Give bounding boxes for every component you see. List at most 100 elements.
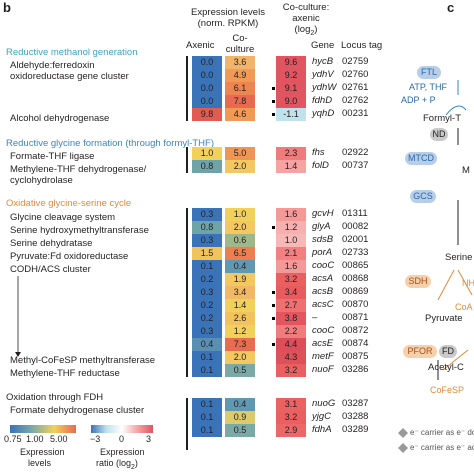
gene-name: folD bbox=[312, 160, 329, 171]
gene-name: fdhD bbox=[312, 95, 333, 106]
label-aldehyde-ferredoxin: Aldehyde:ferredoxin oxidoreductase gene … bbox=[10, 60, 129, 82]
coculture-cell: 6.1 bbox=[225, 82, 255, 95]
ratio-cell: 2.7 bbox=[276, 299, 306, 312]
coculture-cell: 3.6 bbox=[225, 56, 255, 69]
formyl-thf-text: Formyl-T bbox=[423, 113, 461, 124]
m-text: M bbox=[462, 165, 470, 176]
label-methylene-thf-dehydrogenase: Methylene-THF dehydrogenase/ cyclohydrol… bbox=[10, 164, 146, 186]
panel-label-c: c bbox=[447, 0, 455, 15]
gene-name: ydhV bbox=[312, 69, 334, 80]
ratio-legend-bar bbox=[91, 425, 153, 433]
ratio-cell: 3.2 bbox=[276, 364, 306, 377]
acetyl-coa-text: Acetyl-C bbox=[428, 362, 464, 373]
axenic-cell: 1.5 bbox=[192, 247, 222, 260]
axenic-cell: 0.0 bbox=[192, 56, 222, 69]
coculture-cell: 0.5 bbox=[225, 424, 255, 437]
coculture-cell: 2.0 bbox=[225, 221, 255, 234]
axenic-cell: 0.1 bbox=[192, 398, 222, 411]
gene-name: metF bbox=[312, 351, 334, 362]
ratio-header-sub: 2 bbox=[310, 29, 315, 37]
ratio-legend-title2-sub: 2 bbox=[131, 463, 135, 471]
pfor-enzyme: PFOR bbox=[403, 345, 437, 358]
axenic-cell: 0.1 bbox=[192, 351, 222, 364]
coculture-cell: 2.0 bbox=[225, 160, 255, 173]
locus-tag: 00865 bbox=[342, 260, 369, 271]
mtcd-enzyme: MTCD bbox=[405, 152, 437, 165]
coculture-cell: 0.4 bbox=[225, 260, 255, 273]
locus-tag: 03289 bbox=[342, 424, 369, 435]
coculture-cell: 7.8 bbox=[225, 95, 255, 108]
gene-name: acsE bbox=[312, 338, 334, 349]
locus-tag: 02759 bbox=[342, 56, 369, 67]
gene-name: porA bbox=[312, 247, 333, 258]
ratio-header-line3: (log2) bbox=[275, 24, 337, 39]
significance-marker bbox=[272, 304, 275, 307]
ratio-header-line1: Co-culture: bbox=[282, 2, 330, 13]
ratio-cell: 2.2 bbox=[276, 325, 306, 338]
coculture-cell: 1.4 bbox=[225, 299, 255, 312]
carrier-donor-text: e⁻ carrier as e⁻ do bbox=[410, 428, 474, 437]
gene-name: ydhW bbox=[312, 82, 337, 93]
gene-name: gcvH bbox=[312, 208, 334, 219]
ratio-cell: 4.4 bbox=[276, 338, 306, 351]
label-methyl-cofesp: Methyl-CoFeSP methyltransferase bbox=[10, 355, 156, 366]
ratio-legend-title2-text: ratio (log bbox=[96, 458, 132, 468]
locus-tag: 03288 bbox=[342, 411, 369, 422]
coculture-cell: 0.6 bbox=[225, 234, 255, 247]
ratio-header-unit: (log bbox=[294, 24, 311, 35]
label-aldehyde-line2: oxidoreductase gene cluster bbox=[10, 71, 129, 82]
coculture-cell: 3.4 bbox=[225, 286, 255, 299]
section-title-glycine: Reductive glycine formation (through for… bbox=[6, 138, 215, 149]
ratio-legend-tick-2: 0 bbox=[119, 434, 125, 444]
coculture-header-line1: Co- bbox=[232, 33, 248, 44]
ratio-cell: 4.3 bbox=[276, 351, 306, 364]
coculture-header-line2: culture bbox=[225, 44, 255, 55]
significance-marker bbox=[272, 291, 275, 294]
locus-tag: 02760 bbox=[342, 69, 369, 80]
ratio-header-line2: axenic bbox=[292, 13, 320, 24]
cofesp-text: CoFeSP bbox=[430, 385, 465, 395]
axenic-cell: 0.1 bbox=[192, 260, 222, 273]
ratio-header-end: ) bbox=[314, 24, 318, 35]
locus-tag: 00870 bbox=[342, 299, 369, 310]
label-aldehyde-line1: Aldehyde:ferredoxin bbox=[10, 60, 95, 71]
label-formate-thf-ligase: Formate-THF ligase bbox=[10, 151, 95, 162]
locus-tag: 00082 bbox=[342, 221, 369, 232]
gcs-enzyme: GCS bbox=[410, 190, 436, 203]
section-title-cycle: Oxidative glycine-serine cycle bbox=[6, 198, 132, 209]
gene-name: acsA bbox=[312, 273, 334, 284]
axenic-cell: 0.4 bbox=[192, 338, 222, 351]
coculture-cell: 1.0 bbox=[225, 208, 255, 221]
carrier-acceptor-text: e⁻ carrier as e⁻ ac bbox=[410, 443, 474, 452]
ratio-cell: 2.1 bbox=[276, 247, 306, 260]
expression-legend-tick-2: 1.00 bbox=[26, 434, 44, 444]
gene-name: sdsB bbox=[312, 234, 334, 245]
significance-marker bbox=[272, 87, 275, 90]
ratio-cell: 2.3 bbox=[276, 147, 306, 160]
gene-name: hycB bbox=[312, 56, 334, 67]
ratio-cell: 9.1 bbox=[276, 82, 306, 95]
axenic-cell: 0.1 bbox=[192, 364, 222, 377]
significance-marker bbox=[272, 226, 275, 229]
label-methylene-thf-reductase: Methylene-THF reductase bbox=[10, 368, 120, 379]
section-title-fdh: Oxidation through FDH bbox=[6, 392, 104, 403]
locus-tag: 01311 bbox=[342, 208, 368, 219]
axenic-cell: 0.2 bbox=[192, 273, 222, 286]
ratio-cell: 9.0 bbox=[276, 95, 306, 108]
ratio-cell: 1.0 bbox=[276, 234, 306, 247]
gene-name: fhs bbox=[312, 147, 325, 158]
label-serine-dehydratase: Serine dehydratase bbox=[10, 238, 93, 249]
significance-marker bbox=[272, 317, 275, 320]
coculture-cell: 0.9 bbox=[225, 411, 255, 424]
locus-tag: 00737 bbox=[342, 160, 369, 171]
axenic-header: Axenic bbox=[186, 40, 215, 51]
ratio-cell: 1.6 bbox=[276, 260, 306, 273]
ratio-cell: 3.8 bbox=[276, 312, 306, 325]
axenic-cell: 1.0 bbox=[192, 147, 222, 160]
ratio-legend-tick-3: 3 bbox=[146, 434, 152, 444]
ratio-cell: 3.2 bbox=[276, 411, 306, 424]
locus-header: Locus tag bbox=[341, 40, 383, 51]
coa-text: CoA bbox=[455, 302, 473, 312]
axenic-cell: 0.3 bbox=[192, 234, 222, 247]
locus-tag: 02001 bbox=[342, 234, 369, 245]
